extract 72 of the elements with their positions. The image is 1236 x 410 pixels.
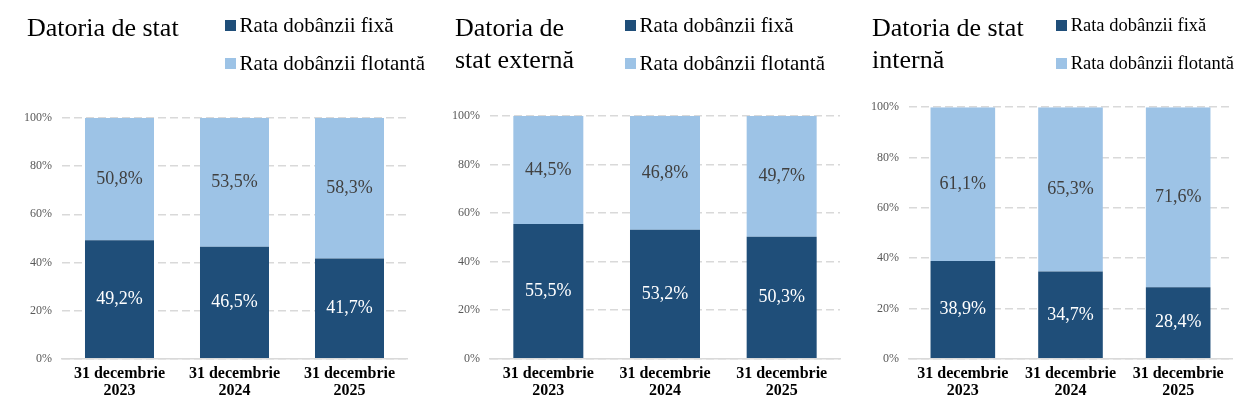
chart-title: Datoria de stat externă <box>455 12 576 76</box>
y-tick-label: 20% <box>458 302 480 317</box>
y-tick-label: 0% <box>36 350 52 365</box>
y-tick-label: 100% <box>871 99 899 114</box>
y-tick-label: 80% <box>877 149 899 164</box>
y-tick-label: 60% <box>30 206 52 221</box>
y-tick-label: 100% <box>452 108 480 123</box>
data-label: 34,7% <box>1047 303 1094 324</box>
bar <box>315 118 384 259</box>
data-label: 53,5% <box>211 171 258 192</box>
y-tick-label: 0% <box>464 350 480 365</box>
y-tick-label: 20% <box>30 302 52 317</box>
y-tick-label: 80% <box>458 156 480 171</box>
bar <box>200 246 269 359</box>
data-label: 46,8% <box>641 161 689 182</box>
x-tick-label: 31 decembrie 2024 <box>188 363 281 399</box>
bar <box>513 224 584 359</box>
bar <box>1038 107 1103 272</box>
bar <box>746 236 817 359</box>
bar <box>85 118 154 241</box>
data-label: 50,8% <box>96 167 143 188</box>
data-label: 50,3% <box>758 286 805 307</box>
y-tick-label: 80% <box>30 158 52 173</box>
bar <box>630 116 700 230</box>
data-label: 65,3% <box>1047 178 1094 199</box>
legend-label: Rata dobânzii flotantă <box>1070 52 1234 74</box>
y-tick-label: 20% <box>877 300 899 315</box>
x-tick-label: 31 decembrie 2025 <box>303 363 396 399</box>
legend-label: Rata dobânzii fixă <box>239 12 394 38</box>
data-label: 53,2% <box>641 282 689 303</box>
bar <box>200 118 269 247</box>
data-label: 61,1% <box>939 172 987 193</box>
data-label: 44,5% <box>525 158 572 179</box>
y-tick-label: 40% <box>30 254 52 269</box>
data-label: 58,3% <box>326 176 373 197</box>
legend-label: Rata dobânzii flotantă <box>639 50 825 76</box>
data-label: 41,7% <box>326 296 373 317</box>
legend-label: Rata dobânzii flotantă <box>239 50 425 76</box>
bar <box>930 260 996 359</box>
x-tick-label: 31 decembrie 2025 <box>736 363 828 399</box>
data-label: 55,5% <box>525 279 572 300</box>
bar <box>930 107 996 261</box>
chart-title: Datoria de stat internă <box>872 12 1025 76</box>
legend-label: Rata dobânzii fixă <box>639 12 794 38</box>
data-label: 38,9% <box>939 298 987 319</box>
data-label: 71,6% <box>1154 186 1202 207</box>
legend-label: Rata dobânzii fixă <box>1070 14 1207 36</box>
y-tick-label: 40% <box>458 253 480 268</box>
bar <box>513 116 584 225</box>
data-label: 49,2% <box>96 287 143 308</box>
bar <box>630 229 700 359</box>
x-tick-label: 31 decembrie 2023 <box>917 363 1009 399</box>
y-tick-label: 60% <box>877 200 899 214</box>
bar <box>315 258 384 359</box>
y-tick-label: 0% <box>883 350 899 365</box>
x-tick-label: 31 decembrie 2025 <box>1132 363 1224 399</box>
bar <box>85 240 154 359</box>
x-tick-label: 31 decembrie 2024 <box>619 363 711 399</box>
y-tick-label: 100% <box>24 110 52 125</box>
x-tick-label: 31 decembrie 2023 <box>502 363 594 399</box>
x-tick-label: 31 decembrie 2023 <box>73 363 166 399</box>
x-tick-label: 31 decembrie 2024 <box>1024 363 1117 399</box>
y-tick-label: 60% <box>458 205 480 220</box>
bar <box>1145 287 1211 359</box>
bar <box>1145 107 1211 288</box>
y-tick-label: 40% <box>877 250 899 265</box>
bar <box>746 116 817 237</box>
bar <box>1038 271 1103 359</box>
chart-title: Datoria de stat <box>27 12 180 44</box>
data-label: 46,5% <box>211 291 258 312</box>
data-label: 49,7% <box>758 165 805 186</box>
data-label: 28,4% <box>1154 311 1202 332</box>
